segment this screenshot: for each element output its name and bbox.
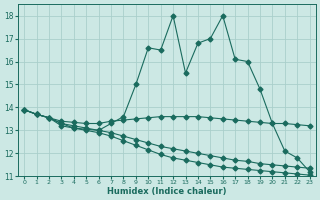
X-axis label: Humidex (Indice chaleur): Humidex (Indice chaleur): [107, 187, 227, 196]
